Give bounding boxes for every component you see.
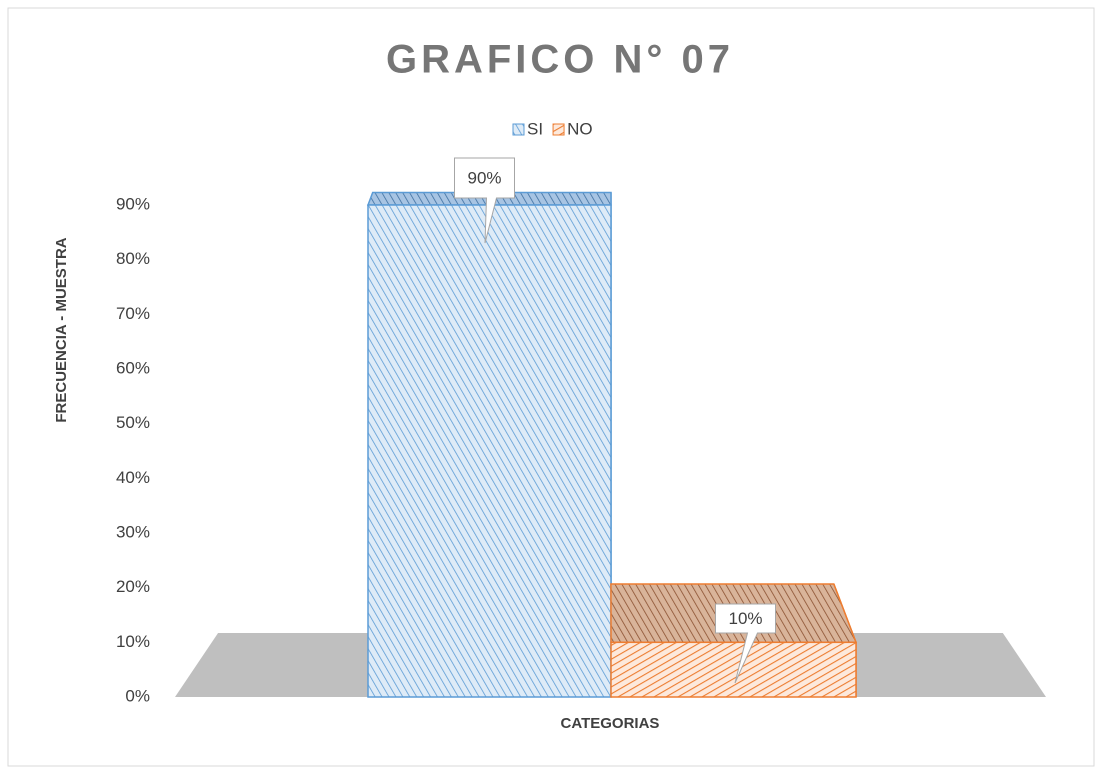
y-tick-label: 20%	[116, 577, 150, 596]
y-tick-label: 0%	[125, 686, 150, 705]
legend-label: SI	[527, 119, 543, 138]
callout	[715, 603, 776, 684]
legend-swatch	[552, 123, 565, 136]
y-tick-label: 10%	[116, 632, 150, 651]
data-label: 10%	[728, 609, 762, 628]
y-tick-label: 90%	[116, 194, 150, 213]
legend: SI NO	[512, 119, 593, 138]
bar-front	[610, 641, 857, 698]
y-tick-label: 60%	[116, 358, 150, 377]
y-tick-label: 30%	[116, 522, 150, 541]
legend-label: NO	[567, 119, 593, 138]
x-axis-title: CATEGORIAS	[561, 715, 660, 732]
bar	[610, 583, 858, 698]
y-axis-title: FRECUENCIA - MUESTRA	[53, 237, 70, 422]
bar	[366, 191, 612, 698]
callout	[454, 157, 515, 244]
chart-title: GRAFICO N° 07	[386, 38, 734, 82]
data-label: 90%	[467, 168, 501, 187]
y-tick-label: 80%	[116, 249, 150, 268]
y-tick-label: 40%	[116, 468, 150, 487]
y-tick-label: 50%	[116, 413, 150, 432]
y-tick-label: 70%	[116, 304, 150, 323]
bar-front	[367, 204, 612, 698]
legend-swatch	[512, 123, 525, 136]
